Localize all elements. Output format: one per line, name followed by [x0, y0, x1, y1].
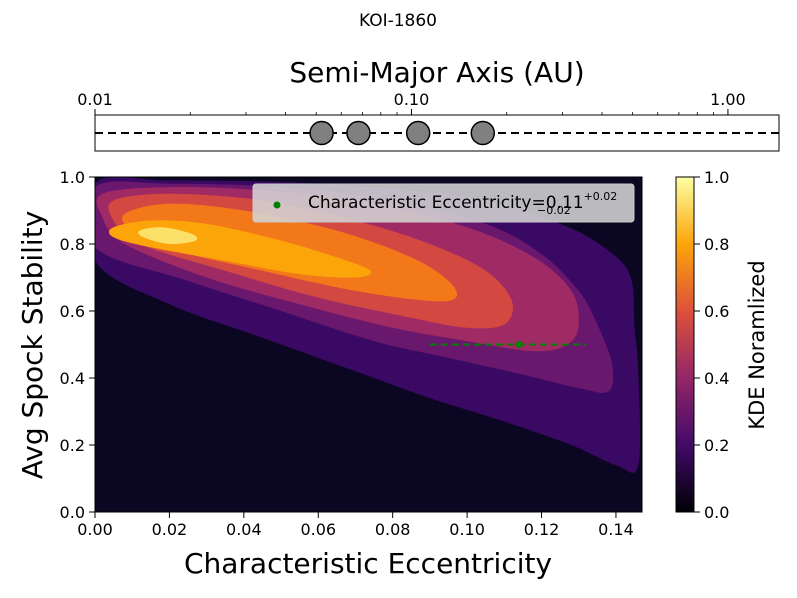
colorbar-tick-label: 0.6 — [704, 302, 729, 321]
y-tick-label: 0.8 — [60, 235, 85, 254]
eccentricity-marker — [515, 341, 523, 348]
y-tick-label: 0.4 — [60, 369, 85, 388]
colorbar-ticks: 0.0 0.2 0.4 0.6 0.8 1.0 — [694, 168, 729, 522]
legend-marker — [273, 201, 281, 209]
colorbar-tick-label: 1.0 — [704, 168, 729, 187]
planet-marker — [405, 120, 431, 146]
legend-label-sup: +0.02 — [584, 190, 618, 203]
top-tick-label: 0.01 — [77, 90, 113, 109]
top-axis-ticks: 0.01 0.10 1.00 — [77, 90, 746, 115]
kde-contours — [95, 177, 641, 473]
colorbar-tick-label: 0.0 — [704, 503, 729, 522]
x-tick-label: 0.06 — [300, 520, 336, 539]
top-panel-frame — [94, 114, 780, 152]
x-tick-label: 0.08 — [375, 520, 411, 539]
y-tick-label: 0.2 — [60, 436, 85, 455]
colorbar-tick-label: 0.8 — [704, 235, 729, 254]
planet-marker — [346, 120, 371, 146]
x-tick-label: 0.12 — [524, 520, 560, 539]
x-axis-label: Characteristic Eccentricity — [184, 547, 552, 580]
colorbar: 0.0 0.2 0.4 0.6 0.8 1.0 KDE Noramlized — [675, 168, 769, 522]
x-tick-label: 0.14 — [598, 520, 634, 539]
top-tick-label: 1.00 — [710, 90, 746, 109]
legend-box — [252, 183, 635, 223]
x-tick-label: 0.04 — [226, 520, 262, 539]
x-tick-label: 0.00 — [77, 520, 113, 539]
kde-contour-level — [138, 227, 198, 245]
y-tick-label: 0.6 — [60, 302, 85, 321]
planet-markers — [309, 120, 496, 146]
x-tick-label: 0.02 — [152, 520, 188, 539]
kde-panel: 0.00 0.02 0.04 0.06 0.08 0.10 0.12 0.14 0.00.20… — [16, 168, 643, 580]
colorbar-strip — [675, 176, 695, 513]
kde-frame — [94, 176, 643, 513]
x-tick-label: 0.10 — [449, 520, 485, 539]
x-axis-ticks: 0.00 0.02 0.04 0.06 0.08 0.10 0.12 0.14 — [77, 512, 634, 539]
colorbar-tick-label: 0.4 — [704, 369, 729, 388]
top-panel-title: Semi-Major Axis (AU) — [289, 56, 584, 89]
y-axis-label: Avg Spock Stability — [16, 211, 49, 480]
planet-marker — [309, 120, 334, 146]
legend-label-main: Characteristic Eccentricity=0.11 — [308, 193, 584, 213]
legend: Characteristic Eccentricity=0.11+0.02 −0… — [252, 183, 635, 223]
top-tick-label: 0.10 — [394, 90, 430, 109]
y-tick-label: 1.0 — [60, 168, 85, 187]
y-tick-label: 0.0 — [60, 503, 85, 522]
semi-major-axis-panel: Semi-Major Axis (AU) 0.01 0.10 1.00 — [77, 56, 780, 152]
planet-marker — [470, 120, 496, 146]
legend-label-sub: −0.02 — [537, 204, 571, 217]
figure-title: KOI-1860 — [359, 11, 437, 31]
eccentricity-marker-group — [429, 341, 587, 348]
colorbar-tick-label: 0.2 — [704, 436, 729, 455]
colorbar-label: KDE Noramlized — [745, 260, 769, 429]
legend-label: Characteristic Eccentricity=0.11+0.02 — [308, 190, 617, 213]
y-axis-ticks: 0.0 0.2 0.4 0.6 0.8 1.0 — [60, 168, 95, 522]
